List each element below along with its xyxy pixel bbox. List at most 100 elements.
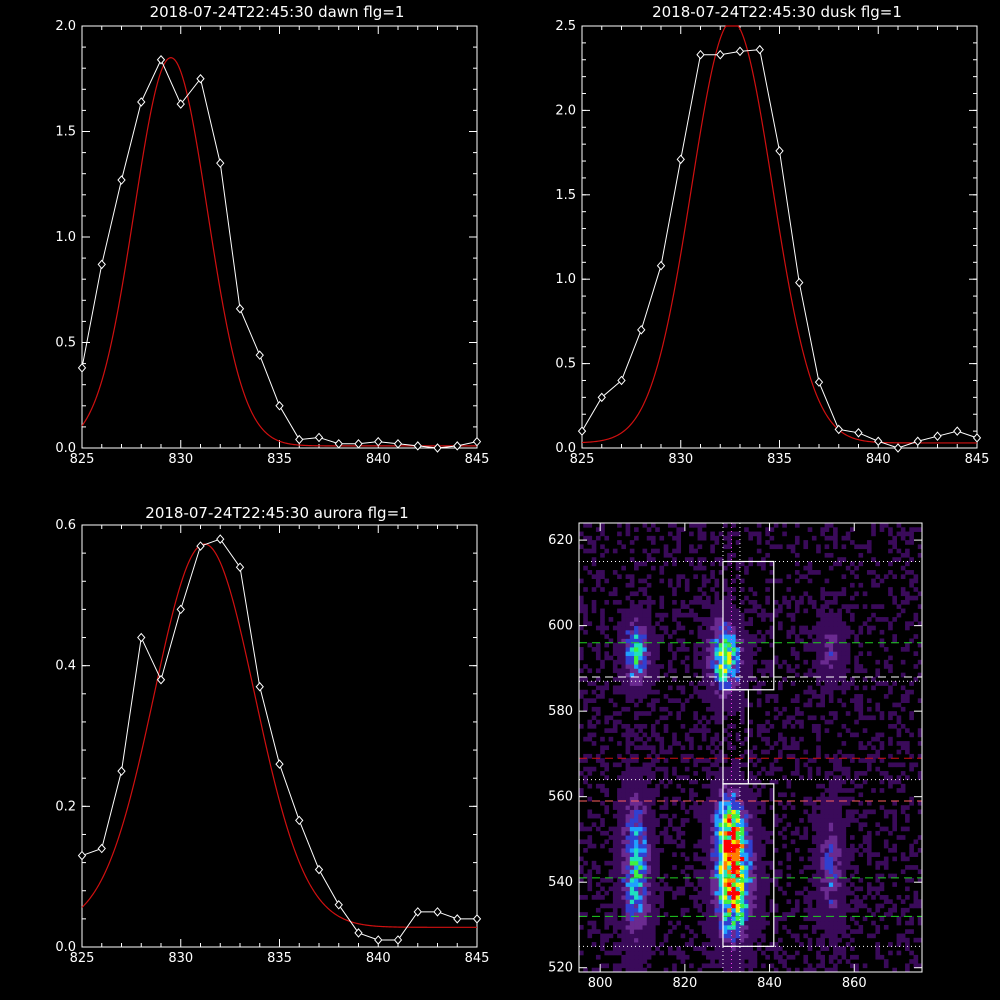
heatmap-cell (828, 835, 834, 840)
x-tick-label: 830 (668, 452, 693, 467)
data-point-marker (716, 49, 725, 60)
heatmap-cell (917, 775, 923, 780)
heatmap-cell (816, 920, 821, 926)
heatmap-cell (841, 856, 847, 862)
heatmap-cell (744, 805, 749, 810)
heatmap-cell (638, 689, 643, 695)
heatmap-cell (858, 924, 864, 930)
heatmap-cell (850, 629, 855, 635)
heatmap-cell (595, 753, 601, 759)
heatmap-cell (858, 771, 864, 776)
heatmap-cell (752, 830, 758, 836)
heatmap-cell (896, 762, 902, 768)
heatmap-cell (684, 818, 690, 823)
heatmap-cell (714, 655, 720, 661)
heatmap-cell (625, 792, 631, 798)
heatmap-cell (714, 676, 720, 682)
heatmap-cell (900, 706, 906, 712)
heatmap-cell (739, 655, 745, 661)
heatmap-cell (680, 775, 686, 780)
heatmap-cell (828, 664, 834, 669)
data-point-marker (893, 443, 903, 453)
heatmap-cell (710, 642, 715, 648)
heatmap-cell (841, 685, 847, 691)
heatmap-cell (714, 775, 720, 780)
heatmap-cell (591, 813, 597, 819)
heatmap-cell (621, 805, 626, 810)
heatmap-cell (646, 672, 652, 678)
heatmap-cell (689, 745, 694, 751)
heatmap-cell (794, 771, 800, 776)
heatmap-cell (769, 723, 775, 729)
heatmap-cell (710, 890, 715, 896)
heatmap-cell (579, 647, 584, 652)
heatmap-cell (642, 899, 648, 904)
heatmap-cell (833, 963, 838, 969)
heatmap-cell (782, 736, 787, 742)
heatmap-cell (731, 638, 737, 644)
heatmap-cell (617, 655, 622, 661)
heatmap-cell (748, 634, 754, 639)
heatmap-cell (579, 869, 584, 875)
heatmap-cell (638, 890, 643, 896)
heatmap-cell (769, 745, 775, 751)
heatmap-cell (680, 685, 686, 691)
heatmap-cell (807, 698, 813, 703)
heatmap-cell (917, 741, 923, 746)
heatmap-cell (807, 758, 813, 763)
heatmap-cell (778, 711, 783, 716)
heatmap-cell (625, 796, 631, 802)
heatmap-cell (714, 856, 720, 862)
heatmap-cell (617, 800, 622, 806)
heatmap-cell (714, 805, 720, 810)
heatmap-cell (646, 916, 652, 922)
heatmap-cell (765, 728, 770, 733)
heatmap-cell (680, 886, 686, 892)
heatmap-cell (646, 946, 652, 952)
heatmap-cell (617, 856, 622, 862)
heatmap-cell (600, 818, 605, 823)
heatmap-cell (621, 655, 626, 661)
heatmap-cell (866, 706, 872, 712)
heatmap-cell (833, 638, 838, 644)
heatmap-cell (909, 929, 914, 934)
heatmap-cell (680, 805, 686, 810)
heatmap-cell (646, 582, 652, 588)
heatmap-cell (790, 771, 796, 776)
heatmap-cell (718, 959, 724, 964)
heatmap-cell (866, 839, 872, 845)
heatmap-cell (659, 779, 665, 785)
heatmap-cell (659, 638, 665, 644)
heatmap-cell (744, 886, 749, 892)
heatmap-cell (799, 835, 804, 840)
heatmap-cell (735, 873, 741, 879)
heatmap-cell (714, 694, 720, 699)
heatmap-cell (629, 608, 635, 614)
heatmap-cell (642, 895, 648, 900)
heatmap-cell (748, 895, 754, 900)
heatmap-cell (816, 843, 821, 849)
heatmap-cell (722, 907, 728, 913)
heatmap-cell (663, 625, 669, 631)
heatmap-cell (612, 702, 618, 708)
heatmap-cell (752, 835, 758, 840)
heatmap-cell (824, 634, 830, 639)
heatmap-cell (896, 788, 902, 793)
heatmap-cell (583, 706, 588, 712)
heatmap-cell (892, 907, 897, 913)
heatmap-cell (888, 587, 893, 592)
heatmap-cell (794, 706, 800, 712)
heatmap-cell (756, 839, 762, 845)
heatmap-cell (676, 886, 682, 892)
heatmap-cell (841, 647, 847, 652)
heatmap-cell (913, 903, 919, 909)
heatmap-cell (659, 886, 665, 892)
heatmap-cell (837, 762, 842, 768)
heatmap-cell (617, 873, 622, 879)
heatmap-cell (820, 916, 825, 922)
heatmap-cell (625, 805, 631, 810)
heatmap-cell (850, 732, 855, 738)
heatmap-cell (735, 924, 741, 930)
heatmap-cell (841, 890, 847, 896)
heatmap-cell (591, 544, 597, 550)
